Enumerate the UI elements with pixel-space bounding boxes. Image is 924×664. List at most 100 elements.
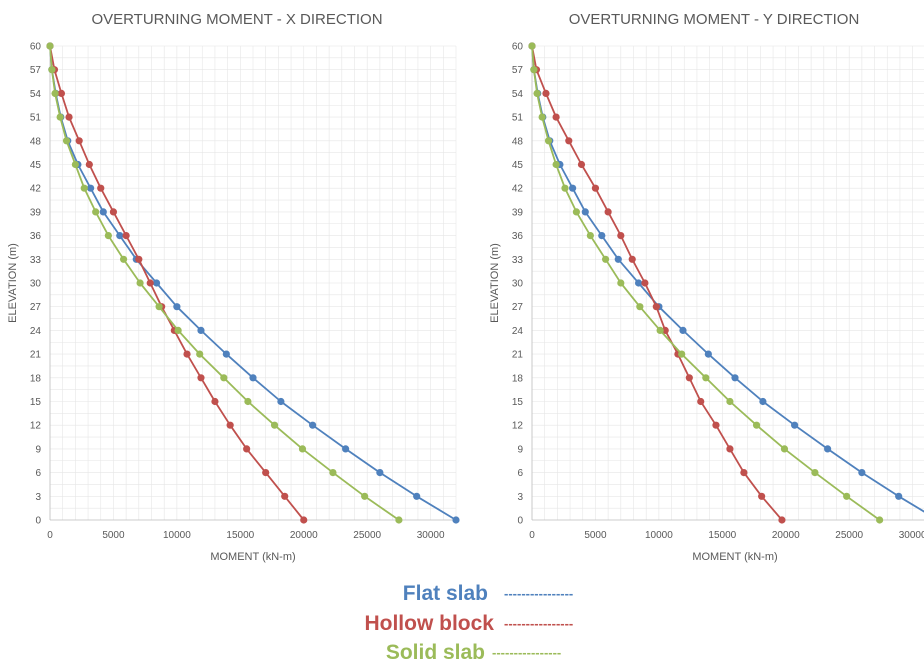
- y-tick-label: 0: [35, 516, 41, 527]
- y-tick-label: 18: [512, 373, 524, 384]
- data-point-hollow-block: [661, 326, 669, 334]
- data-point-flat-slab: [858, 469, 866, 477]
- y-axis-title: ELEVATION (m): [489, 243, 501, 323]
- data-point-flat-slab: [634, 279, 643, 287]
- y-tick-label: 48: [30, 136, 42, 147]
- data-point-solid-slab: [174, 326, 182, 334]
- data-point-solid-slab: [528, 42, 536, 50]
- data-point-hollow-block: [591, 184, 600, 192]
- data-point-solid-slab: [538, 113, 546, 121]
- data-point-solid-slab: [533, 89, 541, 97]
- data-point-solid-slab: [136, 279, 144, 287]
- y-tick-label: 12: [30, 421, 42, 432]
- x-tick-label: 30000: [417, 530, 445, 541]
- y-tick-label: 27: [512, 302, 524, 313]
- x-tick-label: 5000: [102, 530, 125, 541]
- y-tick-label: 57: [30, 65, 42, 76]
- data-point-solid-slab: [702, 374, 710, 382]
- data-point-hollow-block: [262, 469, 270, 477]
- x-tick-label: 20000: [772, 530, 800, 541]
- data-point-flat-slab: [759, 397, 767, 406]
- data-point-solid-slab: [572, 208, 581, 216]
- x-tick-label: 0: [529, 530, 535, 541]
- data-point-hollow-block: [740, 469, 748, 477]
- series-hollow-block: [46, 42, 308, 524]
- data-point-solid-slab: [329, 469, 337, 477]
- legend-dashes-flat-slab: ----------------: [504, 586, 573, 601]
- y-tick-label: 60: [512, 42, 524, 53]
- legend-dashes-hollow-block: ----------------: [504, 616, 573, 631]
- x-axis-title: MOMENT (kN-m): [692, 551, 777, 563]
- data-point-flat-slab: [704, 350, 712, 358]
- data-point-solid-slab: [601, 255, 610, 263]
- data-point-hollow-block: [652, 303, 660, 311]
- data-point-solid-slab: [104, 232, 112, 240]
- data-point-solid-slab: [71, 160, 79, 169]
- legend: Flat slab ---------------- Hollow block …: [364, 582, 573, 664]
- data-point-hollow-block: [628, 255, 636, 263]
- data-point-hollow-block: [565, 137, 573, 145]
- y-tick-label: 42: [30, 184, 42, 195]
- data-point-solid-slab: [155, 303, 163, 311]
- data-point-hollow-block: [577, 160, 586, 169]
- data-point-hollow-block: [183, 350, 191, 358]
- legend-dashes-solid-slab: ----------------: [492, 645, 561, 660]
- data-point-hollow-block: [685, 374, 693, 382]
- data-point-solid-slab: [46, 42, 54, 50]
- data-point-hollow-block: [604, 208, 612, 216]
- x-tick-label: 20000: [290, 530, 318, 541]
- y-tick-label: 48: [512, 136, 524, 147]
- data-point-solid-slab: [48, 66, 56, 74]
- x-tick-label: 10000: [645, 530, 673, 541]
- y-tick-label: 39: [30, 207, 42, 218]
- data-point-flat-slab: [824, 445, 832, 453]
- data-point-solid-slab: [298, 445, 307, 453]
- data-point-hollow-block: [712, 421, 720, 429]
- data-point-solid-slab: [811, 469, 819, 477]
- chart-title: OVERTURNING MOMENT - X DIRECTION: [91, 11, 382, 28]
- data-point-solid-slab: [656, 326, 664, 334]
- y-tick-label: 30: [30, 279, 42, 290]
- data-point-solid-slab: [780, 445, 789, 453]
- data-point-flat-slab: [222, 350, 230, 358]
- y-tick-label: 36: [512, 231, 524, 242]
- y-tick-label: 3: [517, 492, 523, 503]
- x-tick-label: 15000: [226, 530, 254, 541]
- legend-label-flat-slab: Flat slab: [403, 582, 488, 605]
- y-tick-label: 6: [517, 468, 523, 479]
- data-point-solid-slab: [726, 397, 734, 406]
- data-point-solid-slab: [51, 89, 59, 97]
- data-point-solid-slab: [586, 232, 594, 240]
- data-point-hollow-block: [197, 374, 205, 382]
- data-point-flat-slab: [679, 326, 687, 334]
- data-point-flat-slab: [173, 303, 181, 311]
- y-tick-label: 12: [512, 421, 524, 432]
- data-point-hollow-block: [617, 232, 625, 240]
- y-tick-label: 45: [30, 160, 42, 171]
- legend-label-hollow-block: Hollow block: [364, 612, 494, 635]
- data-point-solid-slab: [636, 303, 644, 311]
- data-point-hollow-block: [122, 232, 130, 240]
- data-point-hollow-block: [243, 445, 251, 453]
- y-tick-label: 18: [30, 373, 42, 384]
- y-tick-label: 27: [30, 302, 42, 313]
- data-point-flat-slab: [452, 516, 460, 524]
- series-solid-slab: [528, 42, 884, 524]
- data-point-flat-slab: [87, 184, 95, 192]
- data-point-hollow-block: [211, 397, 219, 406]
- y-tick-label: 33: [30, 255, 42, 266]
- data-point-solid-slab: [552, 160, 560, 169]
- data-point-flat-slab: [152, 279, 161, 287]
- y-tick-label: 60: [30, 42, 42, 53]
- y-tick-label: 39: [512, 207, 524, 218]
- y-tick-label: 3: [35, 492, 41, 503]
- y-tick-label: 54: [30, 89, 42, 100]
- data-point-flat-slab: [598, 232, 606, 240]
- y-tick-label: 15: [512, 397, 524, 408]
- data-point-flat-slab: [895, 492, 903, 500]
- y-tick-label: 33: [512, 255, 524, 266]
- y-tick-label: 21: [512, 350, 524, 361]
- y-tick-label: 9: [35, 444, 41, 455]
- data-point-flat-slab: [569, 184, 577, 192]
- data-point-solid-slab: [119, 255, 128, 263]
